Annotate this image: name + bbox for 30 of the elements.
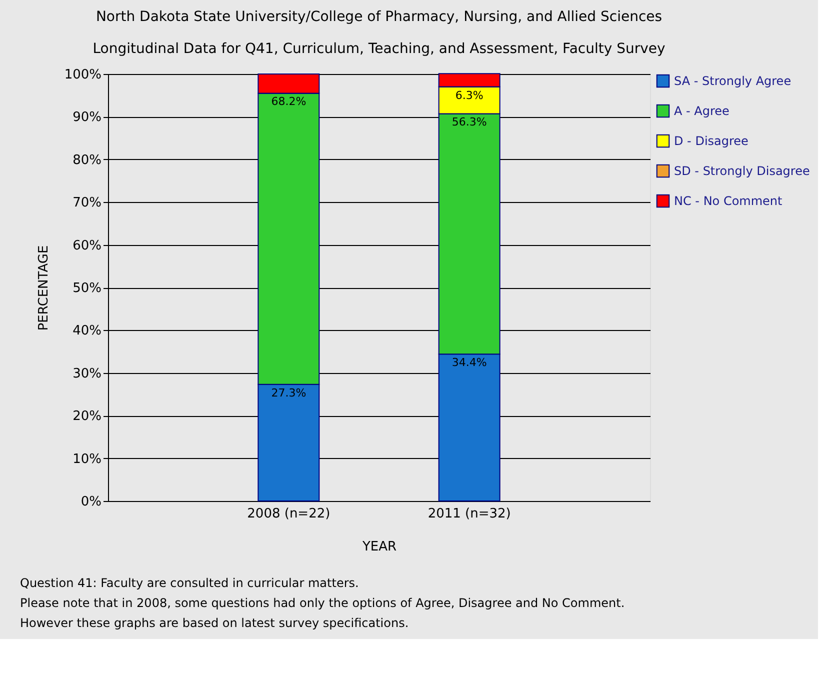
y-tick-label: 100% — [64, 68, 102, 82]
legend-label: NC - No Comment — [674, 194, 783, 208]
data-label: 6.3% — [455, 88, 484, 102]
y-tick-label: 90% — [72, 110, 102, 126]
y-tick-label: 70% — [72, 196, 102, 211]
y-tick-label: 60% — [72, 238, 102, 254]
chart-title: North Dakota State University/College of Pharmacy, Nursing, and Allied Sciences — [96, 9, 662, 25]
text: Please note that in 2008, some questions had only the options of Agree, Disagree and No Comment. — [20, 596, 625, 610]
y-tick-label: 20% — [72, 409, 102, 424]
y-tick-label: 50% — [72, 281, 102, 296]
y-tick-label: 10% — [72, 452, 102, 467]
x-tick-label: 2008 (n=22) — [247, 506, 330, 522]
legend-label: SD - Strongly Disagree — [674, 164, 810, 178]
y-tick-label: 40% — [72, 324, 102, 339]
text: Question 41: Faculty are consulted in curricular matters. — [20, 576, 359, 590]
data-label: 56.3% — [452, 116, 487, 129]
data-label: 27.3% — [271, 386, 306, 400]
data-label: 34.4% — [452, 356, 487, 370]
chart-subtitle: Longitudinal Data for Q41, Curriculum, Teaching, and Assessment, Faculty Survey — [92, 41, 666, 57]
y-tick-label: 30% — [72, 366, 102, 382]
legend-label: SA - Strongly Agree — [674, 74, 792, 88]
text: However these graphs are based on latest survey specifications. — [20, 616, 409, 630]
x-axis-title: YEAR — [361, 540, 397, 554]
x-tick-label: 2011 (n=32) — [428, 506, 511, 522]
legend-label: D - Disagree — [674, 134, 748, 148]
legend-label: A - Agree — [674, 104, 730, 118]
data-label: 68.2% — [271, 95, 306, 108]
y-tick-label: 0% — [80, 494, 102, 510]
y-tick-label: 80% — [72, 152, 102, 168]
y-axis-title: PERCENTAGE — [36, 245, 52, 331]
